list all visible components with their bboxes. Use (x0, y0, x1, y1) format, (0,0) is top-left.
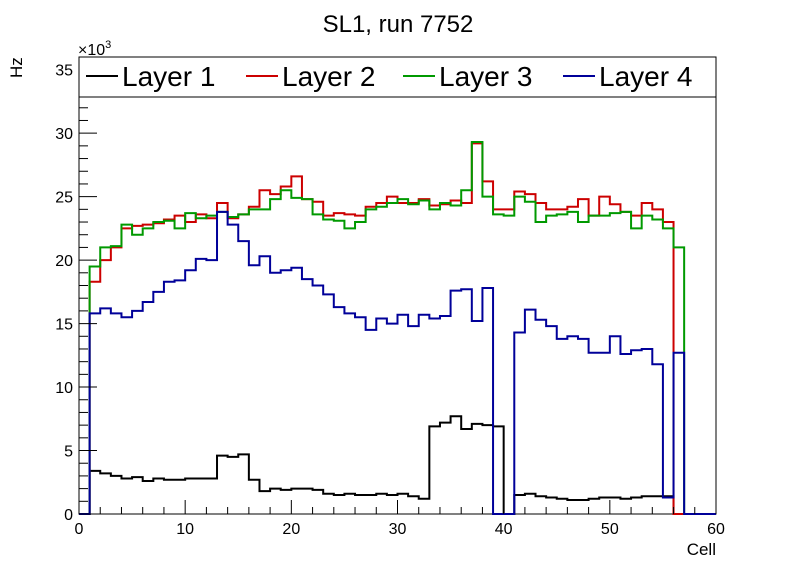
legend-label-layer-2: Layer 2 (282, 61, 375, 92)
y-tick-label: 25 (55, 190, 73, 207)
y-multiplier-base: ×10 (78, 42, 105, 59)
legend-label-layer-3: Layer 3 (439, 61, 532, 92)
x-tick-label: 20 (282, 521, 300, 538)
y-tick-label: 20 (55, 253, 73, 270)
x-tick-label: 60 (707, 521, 725, 538)
series-line-layer-2 (79, 142, 716, 515)
y-axis-label: Hz (7, 57, 26, 78)
x-tick-label: 40 (495, 521, 513, 538)
y-tick-label: 0 (64, 507, 73, 524)
series-layer (79, 141, 716, 515)
plot-frame (78, 56, 717, 515)
series-line-layer-4 (79, 210, 716, 515)
series-line-layer-3 (79, 141, 716, 515)
axes-layer: 0 10 20 30 40 50 60 0 5 10 15 20 25 30 35 (55, 56, 725, 538)
y-tick-label: 10 (55, 380, 73, 397)
y-tick-label: 5 (64, 444, 73, 461)
x-tick-label: 30 (389, 521, 407, 538)
y-multiplier: ×103 (78, 39, 111, 59)
chart-title: SL1, run 7752 (323, 11, 474, 38)
legend-label-layer-4: Layer 4 (599, 61, 692, 92)
x-tick-label: 50 (601, 521, 619, 538)
legend-label-layer-1: Layer 1 (122, 61, 215, 92)
legend: Layer 1 Layer 2 Layer 3 Layer 4 (78, 56, 717, 98)
x-axis-label: Cell (687, 540, 716, 559)
y-tick-label: 30 (55, 126, 73, 143)
series-line-layer-1 (79, 415, 716, 515)
y-tick-label: 15 (55, 317, 73, 334)
y-tick-label: 35 (55, 63, 73, 80)
x-tick-label: 10 (176, 521, 194, 538)
legend-box (78, 56, 717, 98)
x-tick-label: 0 (75, 521, 84, 538)
y-multiplier-exponent: 3 (105, 39, 111, 51)
